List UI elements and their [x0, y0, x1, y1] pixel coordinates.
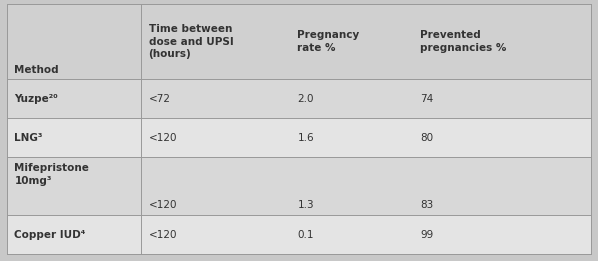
Text: Prevented
pregnancies %: Prevented pregnancies %	[420, 30, 507, 53]
Text: <120: <120	[148, 133, 177, 143]
Text: LNG³: LNG³	[14, 133, 43, 143]
Text: 83: 83	[420, 200, 433, 210]
Text: 1.6: 1.6	[297, 133, 314, 143]
Text: 80: 80	[420, 133, 433, 143]
Text: Pregnancy
rate %: Pregnancy rate %	[297, 30, 359, 53]
Text: Method: Method	[14, 64, 59, 75]
Text: <72: <72	[148, 94, 170, 104]
Text: 74: 74	[420, 94, 433, 104]
Bar	[7, 118, 591, 157]
Bar	[7, 215, 591, 254]
Bar	[7, 79, 591, 118]
Text: 0.1: 0.1	[297, 230, 314, 240]
Text: Mifepristone
10mg³: Mifepristone 10mg³	[14, 163, 89, 186]
Text: 1.3: 1.3	[297, 200, 314, 210]
Text: 2.0: 2.0	[297, 94, 314, 104]
Text: <120: <120	[148, 200, 177, 210]
Bar	[7, 157, 591, 215]
Text: Yuzpe²⁰: Yuzpe²⁰	[14, 94, 58, 104]
Text: Copper IUD⁴: Copper IUD⁴	[14, 230, 86, 240]
Text: Time between
dose and UPSI
(hours): Time between dose and UPSI (hours)	[148, 24, 233, 59]
Bar	[7, 4, 591, 79]
Text: <120: <120	[148, 230, 177, 240]
Text: 99: 99	[420, 230, 433, 240]
